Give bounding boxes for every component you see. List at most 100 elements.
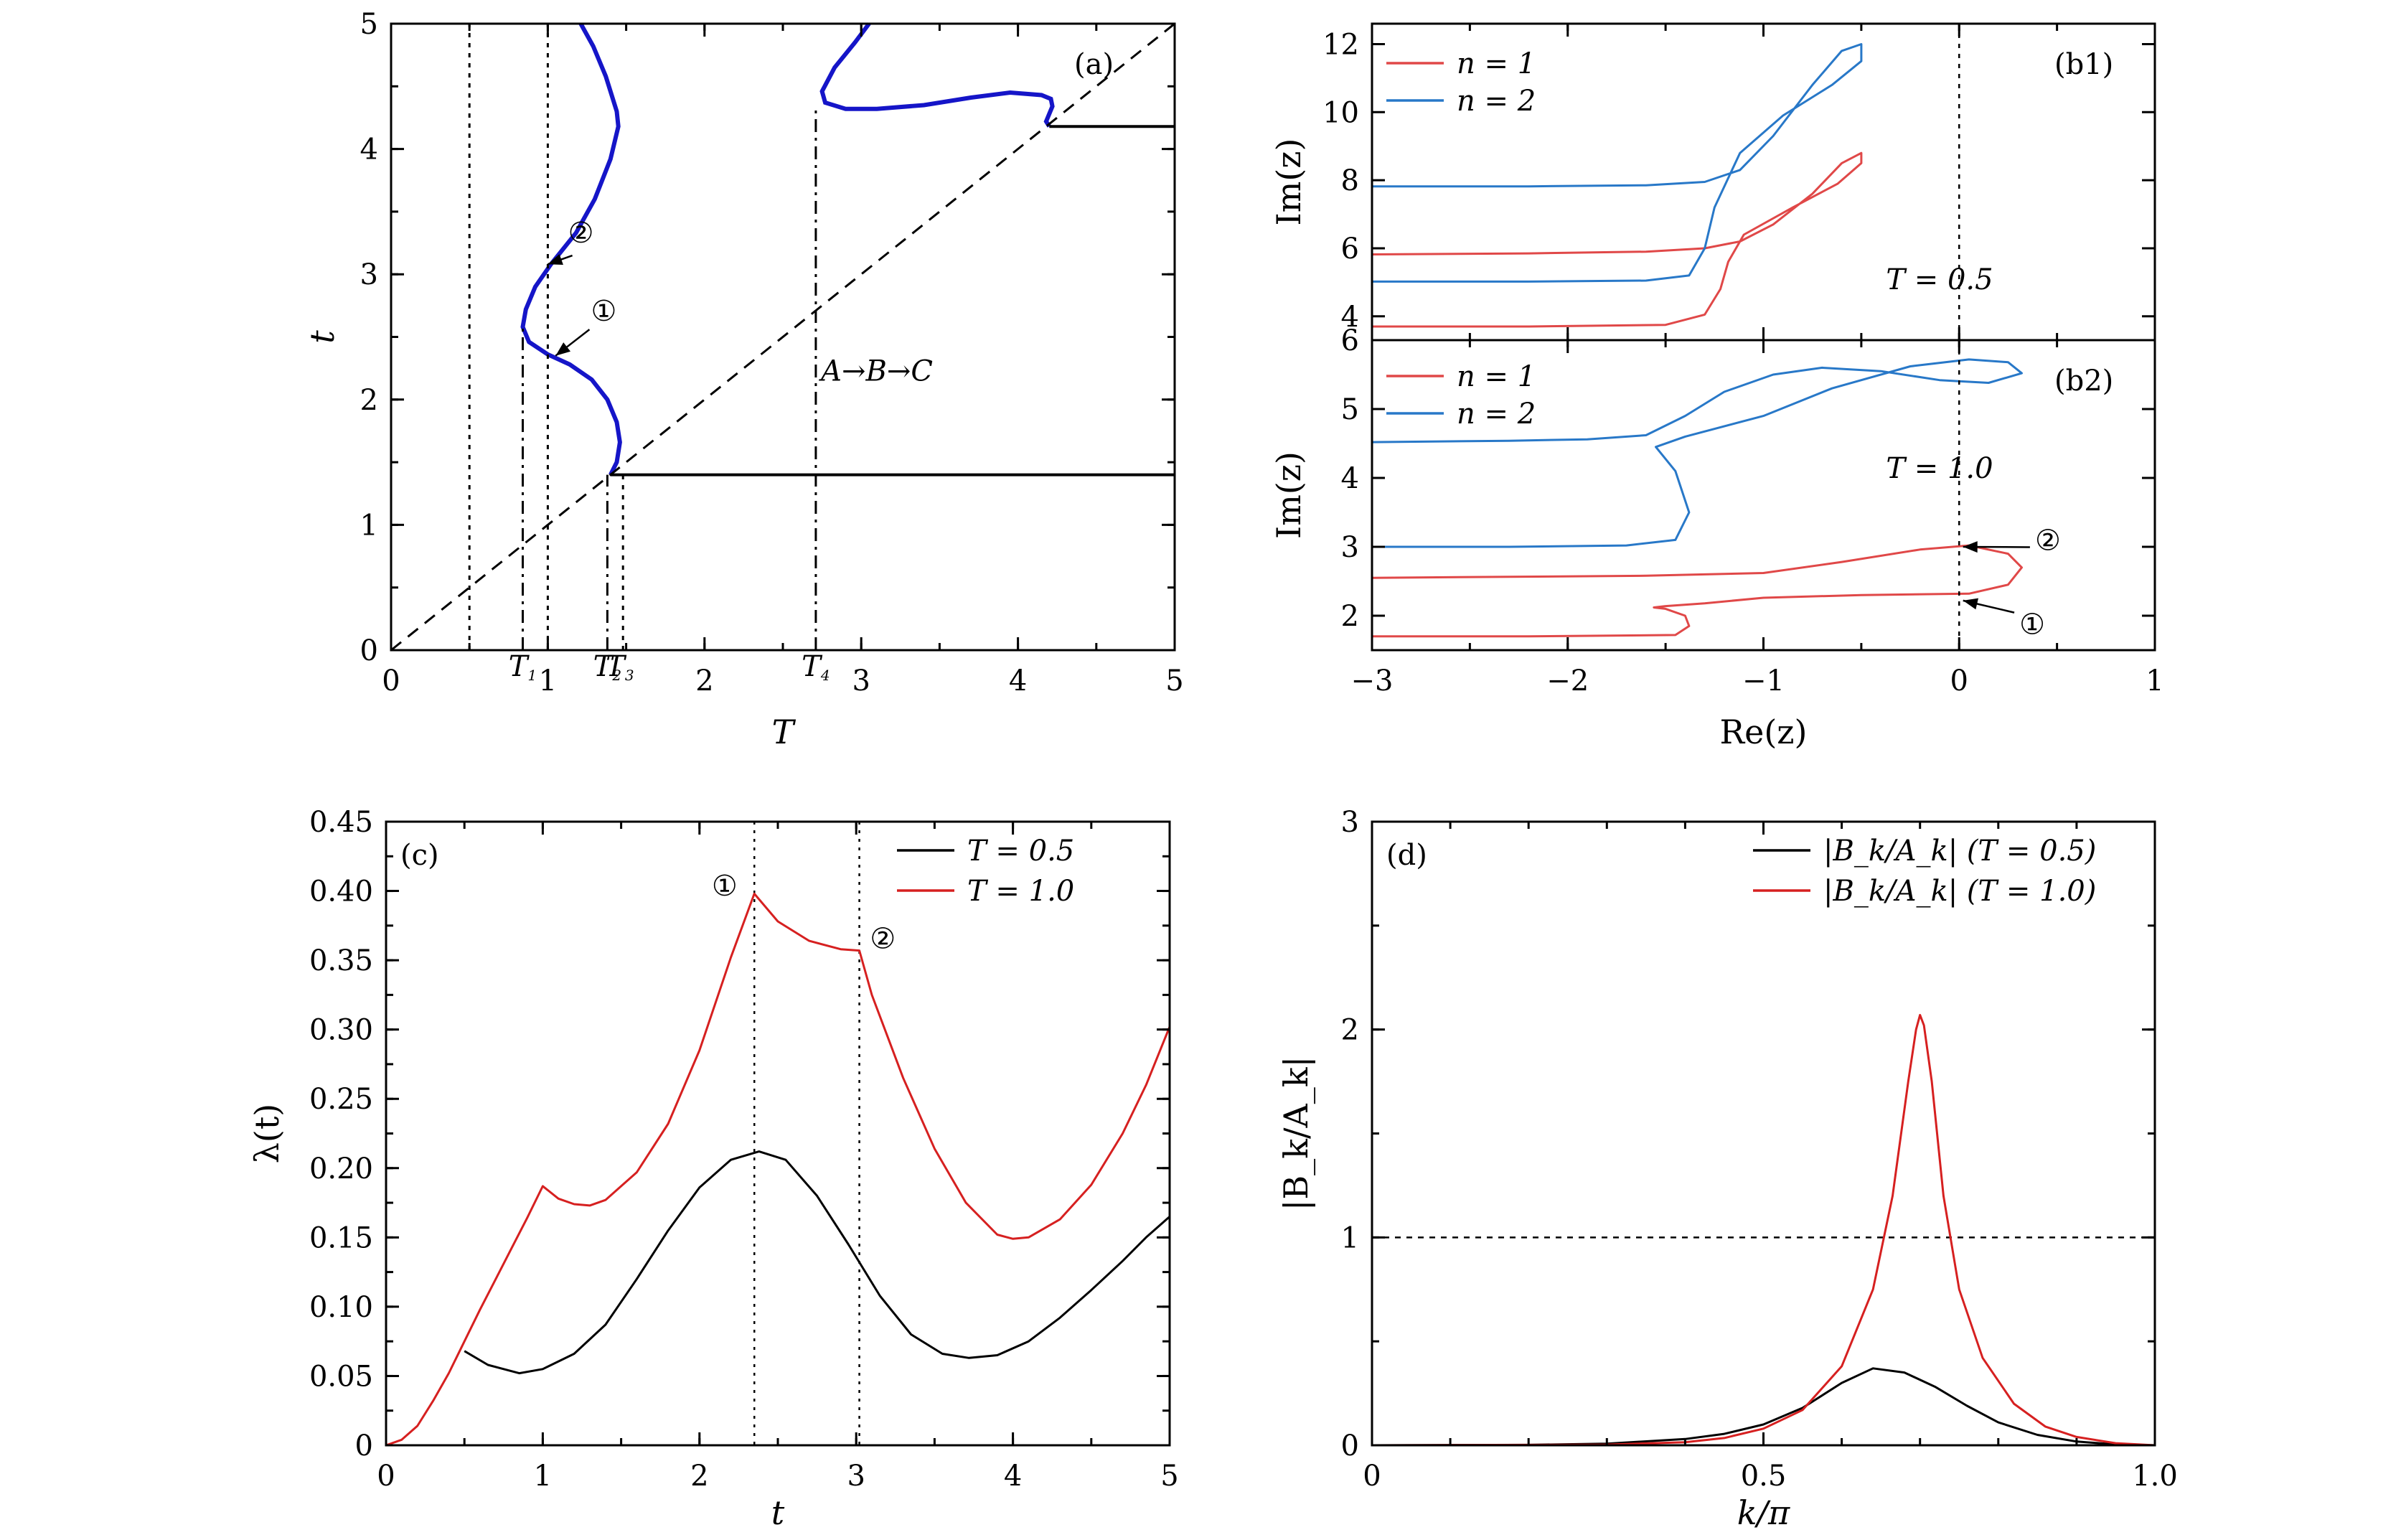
series-line: [1371, 1013, 2156, 1447]
x-tick-label: 0: [382, 665, 400, 698]
x-tick-label: 4: [1009, 665, 1027, 698]
x-tick-label: 0: [1363, 1460, 1381, 1493]
legend-entry: n = 2: [1457, 85, 1536, 118]
arrow-head: [555, 342, 571, 356]
y-tick-label: 1: [360, 509, 378, 542]
series-line: [1372, 43, 1863, 283]
x-tick-label: 2: [690, 1460, 708, 1493]
y-tick-label: 6: [1341, 233, 1359, 266]
marker-label: ②: [568, 217, 594, 250]
y-tick-label: 0: [1341, 1429, 1359, 1462]
axes-frame-c: [385, 820, 1171, 1447]
y-tick-label: 1: [1341, 1221, 1359, 1254]
y-tick-label: 0.40: [309, 875, 373, 908]
special-tick-label: T1: [509, 650, 537, 684]
series-line: [1371, 358, 2023, 548]
y-tick-label: 3: [1341, 806, 1359, 839]
x-tick-label: −2: [1546, 665, 1589, 698]
y-tick-label: 0.35: [309, 944, 373, 977]
y-tick-label: 4: [360, 133, 378, 166]
curve-blue-thick: [819, 22, 1055, 128]
panel-b1: 4 6 8 10 12 Im(z) (b1) T = 0.5 n = 1 n = 2: [1269, 22, 2156, 342]
series-line: [1371, 151, 1863, 328]
x-tick-label: 0: [377, 1460, 395, 1493]
legend-entry: T = 0.5: [967, 835, 1074, 868]
marker-label: ②: [870, 922, 896, 955]
marker-label: ①: [712, 870, 738, 903]
x-axis-label: k/π: [1737, 1493, 1790, 1532]
curve-black-dashed: [390, 22, 1175, 652]
special-tick-subscript: 3: [625, 667, 634, 684]
panel-b2: −3 −2 −1 0 1 2 3 4 5 6 Re(z) Im(z) (b2) T = 1.0 n = 1 n…: [1269, 324, 2164, 751]
series-line: [464, 1150, 1170, 1375]
legend-entry: |B_k/A_k| (T = 1.0): [1823, 875, 2096, 908]
curve-blue-thick: [520, 22, 622, 476]
y-tick-label: 0: [355, 1429, 373, 1462]
x-tick-label: 2: [695, 665, 713, 698]
x-tick-label: 1: [534, 1460, 552, 1493]
y-tick-label: 0.30: [309, 1014, 373, 1047]
y-axis-label: |B_k/A_k|: [1277, 1056, 1315, 1211]
y-tick-label: 5: [1341, 393, 1359, 426]
series-line: [385, 892, 1171, 1447]
y-tick-label: 4: [1341, 301, 1359, 334]
special-tick-subscript: 4: [820, 667, 830, 684]
panel-label: (a): [1074, 48, 1114, 81]
legend-entry: n = 1: [1457, 360, 1536, 393]
legend-entry: T = 1.0: [967, 875, 1074, 908]
legend-entry: |B_k/A_k| (T = 0.5): [1823, 835, 2096, 868]
special-tick-label: T3: [606, 650, 634, 684]
x-tick-label: 3: [847, 1460, 865, 1493]
series-line: [1371, 544, 2023, 638]
y-axis-label: Im(z): [1269, 138, 1308, 226]
x-tick-label: −1: [1742, 665, 1785, 698]
marker-label: ①: [591, 295, 617, 328]
arrow-head: [548, 253, 563, 266]
legend-entry: n = 2: [1457, 398, 1536, 431]
y-tick-label: 2: [1341, 1014, 1359, 1047]
panel-label: (b2): [2054, 365, 2113, 398]
y-tick-label: 0.05: [309, 1360, 373, 1393]
y-tick-label: 0.10: [309, 1291, 373, 1324]
y-tick-label: 0.25: [309, 1083, 373, 1116]
marker-label: ①: [2019, 609, 2045, 642]
y-tick-label: 0: [360, 634, 378, 667]
y-tick-label: 0.45: [309, 806, 373, 839]
legend-entry: n = 1: [1457, 47, 1536, 80]
y-axis-label: t: [303, 330, 342, 344]
marker-label: ②: [2035, 524, 2061, 557]
x-tick-label: 0.5: [1741, 1460, 1787, 1493]
y-axis-label: Im(z): [1269, 451, 1308, 539]
special-tick-subscript: 1: [527, 667, 537, 684]
panel-label: (d): [1386, 839, 1427, 872]
y-axis-label: λ(t): [248, 1104, 286, 1164]
panel-label: (b1): [2054, 48, 2113, 81]
panel-c: 0 1 2 3 4 5 0 0.05 0.10 0.15 0.20 0.25 0.30 0.35 0.40 0…: [248, 806, 1179, 1532]
y-tick-label: 2: [360, 384, 378, 417]
special-tick-subscript: 2: [611, 667, 621, 684]
x-tick-label: 4: [1004, 1460, 1022, 1493]
y-tick-label: 0.20: [309, 1152, 373, 1185]
x-tick-label: −3: [1351, 665, 1394, 698]
y-tick-label: 0.15: [309, 1221, 373, 1254]
x-tick-label: 1.0: [2132, 1460, 2178, 1493]
y-tick-label: 12: [1322, 28, 1359, 61]
x-tick-label: 1: [539, 665, 557, 698]
x-tick-label: 5: [1165, 665, 1183, 698]
arrow-head: [1963, 598, 1979, 610]
panel-annotation: T = 0.5: [1886, 263, 1993, 296]
y-tick-label: 10: [1322, 96, 1359, 129]
x-axis-label: Re(z): [1720, 713, 1808, 751]
y-tick-label: 3: [1341, 531, 1359, 564]
x-tick-label: 3: [852, 665, 870, 698]
panel-annotation: T = 1.0: [1886, 452, 1993, 485]
y-tick-label: 6: [1341, 324, 1359, 357]
y-tick-label: 8: [1341, 164, 1359, 197]
panel-label: (c): [400, 839, 439, 872]
axes-frame-a: [390, 22, 1176, 652]
special-tick-label: T4: [802, 650, 830, 684]
x-tick-label: 1: [2146, 665, 2163, 698]
arrow-head: [1963, 541, 1978, 553]
